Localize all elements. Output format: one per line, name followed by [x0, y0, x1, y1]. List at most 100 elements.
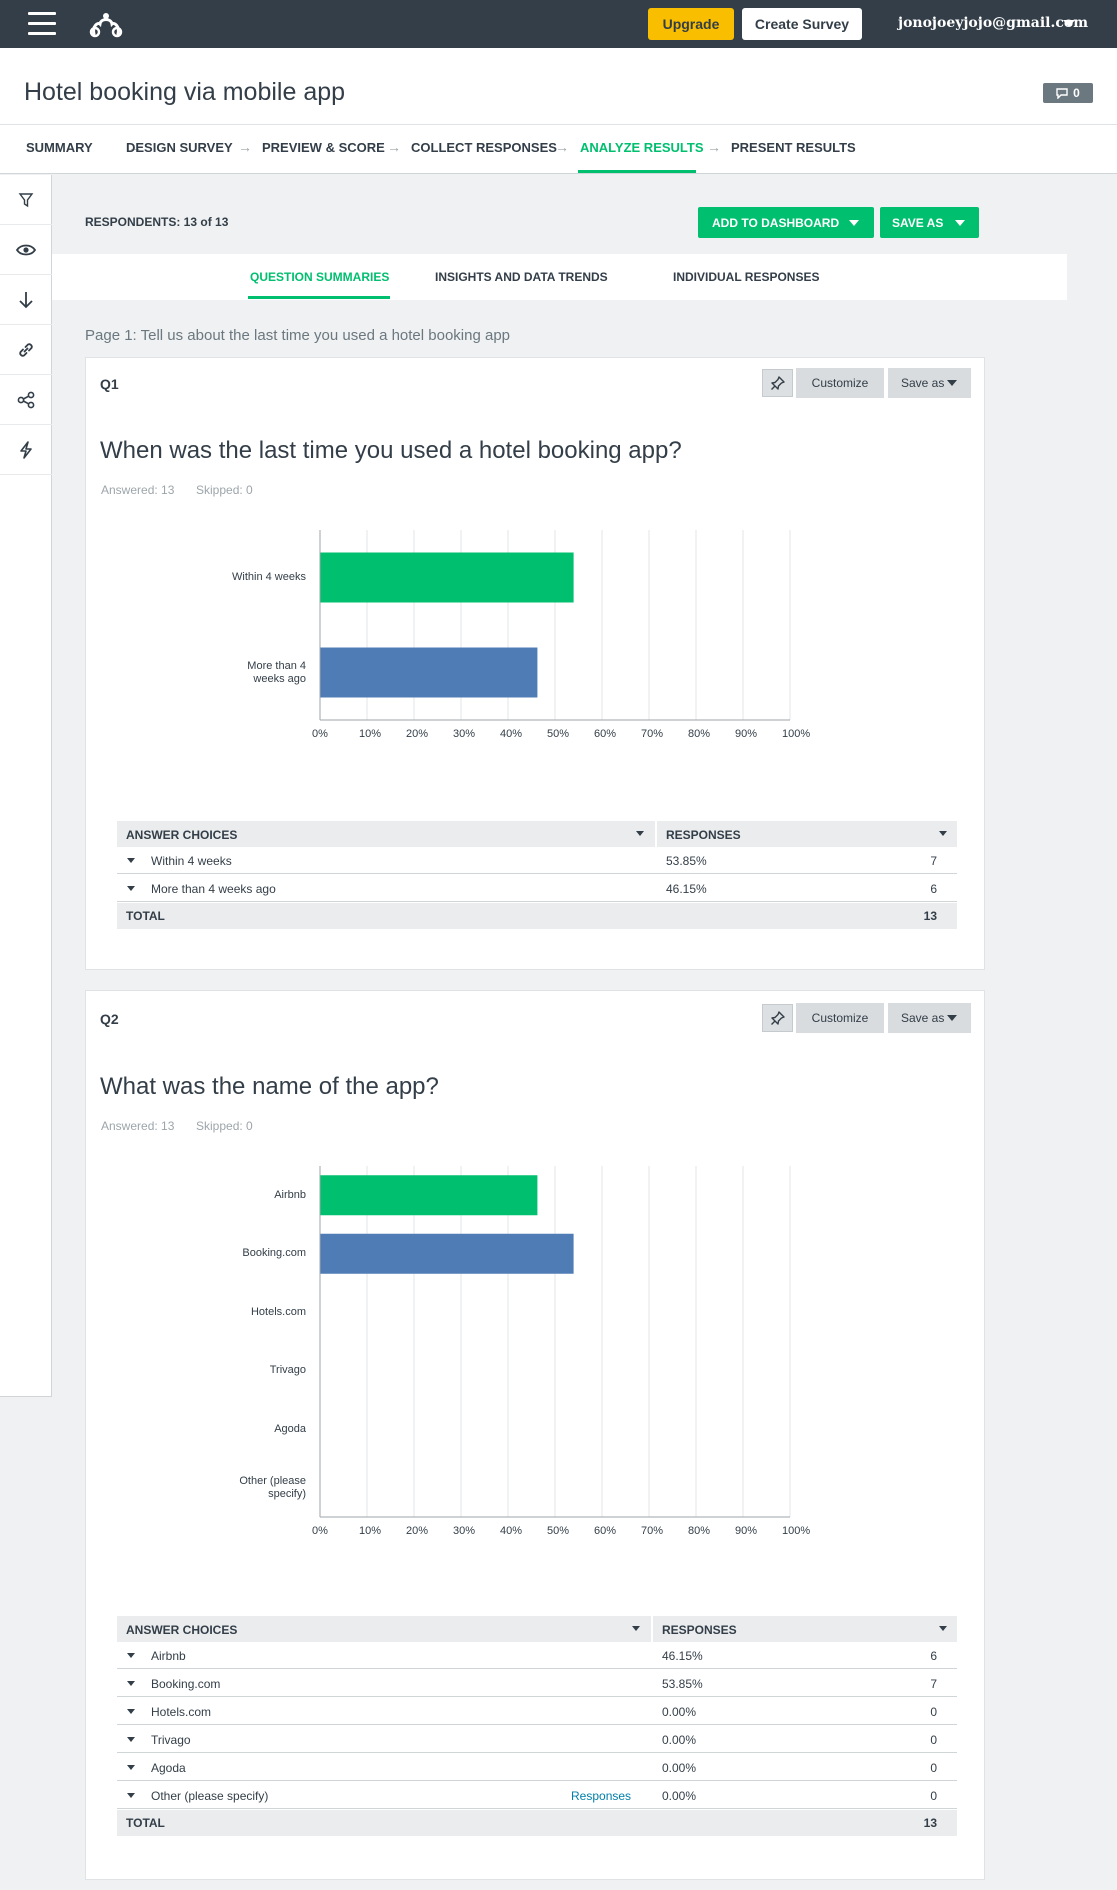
page-heading: Page 1: Tell us about the last time you … [85, 327, 511, 344]
chart-tick-label: 40% [500, 1525, 523, 1537]
chart-category-label: Trivago [269, 1364, 306, 1377]
automation-button[interactable] [0, 425, 52, 475]
tab-insights[interactable]: INSIGHTS AND DATA TRENDS [435, 270, 608, 284]
tab-individual-responses[interactable]: INDIVIDUAL RESPONSES [673, 270, 820, 284]
chart-tick-label: 80% [688, 1525, 711, 1537]
response-percent: 0.00% [662, 1733, 697, 1747]
column-header-responses[interactable]: RESPONSES [657, 821, 957, 847]
share-button[interactable] [0, 375, 52, 425]
chart-tick-label: 0% [312, 1525, 328, 1537]
response-percent: 0.00% [662, 1789, 697, 1803]
monkey-logo-icon[interactable] [86, 10, 126, 38]
answered-count: Answered: 13 [101, 483, 175, 497]
answered-count: Answered: 13 [101, 1119, 175, 1133]
response-count: 6 [930, 1649, 937, 1663]
card-save-as-button[interactable]: Save as [888, 368, 971, 398]
sort-icon[interactable] [939, 831, 947, 836]
tab-question-summaries[interactable]: QUESTION SUMMARIES [250, 270, 390, 284]
answer-choice: Other (please specify) [151, 1789, 269, 1803]
customize-button[interactable]: Customize [796, 1003, 884, 1033]
pin-button[interactable] [762, 1004, 793, 1032]
sort-icon[interactable] [632, 1626, 640, 1631]
total-count: 13 [923, 909, 937, 923]
chart-bar[interactable] [320, 647, 538, 698]
pin-button[interactable] [762, 369, 793, 397]
column-header-answer-choices[interactable]: ANSWER CHOICES [117, 821, 655, 847]
step-design-survey[interactable]: DESIGN SURVEY [126, 140, 233, 155]
tool-rail [0, 175, 52, 1397]
download-button[interactable] [0, 275, 52, 325]
table-row: Other (please specify) Responses 0.00% 0 [117, 1782, 957, 1809]
top-bar [0, 0, 1117, 48]
eye-icon [16, 244, 36, 255]
column-header-answer-choices[interactable]: ANSWER CHOICES [117, 1616, 651, 1642]
total-count: 13 [923, 1816, 937, 1830]
answer-choice: More than 4 weeks ago [151, 882, 276, 896]
table-total-row: TOTAL 13 [117, 903, 957, 929]
chart-category-label: Hotels.com [250, 1305, 306, 1318]
table-row: Within 4 weeks 53.85% 7 [117, 847, 957, 874]
chart-bar[interactable] [320, 552, 574, 603]
chart-tick-label: 50% [547, 728, 570, 740]
expand-row-icon[interactable] [127, 1681, 135, 1686]
expand-row-icon[interactable] [127, 1737, 135, 1742]
respondents-count: RESPONDENTS: 13 of 13 [85, 215, 229, 229]
responses-link[interactable]: Responses [571, 1789, 632, 1803]
chart-tick-label: 30% [453, 728, 476, 740]
step-analyze-results[interactable]: ANALYZE RESULTS [580, 140, 704, 155]
share-icon [17, 391, 35, 408]
chart-tick-label: 10% [359, 1525, 382, 1537]
step-summary[interactable]: SUMMARY [26, 140, 93, 155]
expand-row-icon[interactable] [127, 1765, 135, 1770]
step-collect-responses[interactable]: COLLECT RESPONSES [411, 140, 557, 155]
response-count: 6 [930, 882, 937, 896]
link-button[interactable] [0, 325, 52, 375]
card-save-as-label: Save as [901, 1011, 945, 1025]
arrow-right-icon: → [555, 139, 569, 155]
column-header-label: RESPONSES [662, 1623, 737, 1637]
expand-row-icon[interactable] [127, 886, 135, 891]
menu-icon[interactable] [28, 12, 56, 36]
skipped-count: Skipped: 0 [196, 483, 253, 497]
sort-icon[interactable] [939, 1626, 947, 1631]
answer-choice: Airbnb [151, 1649, 186, 1663]
comments-button[interactable]: 0 [1043, 83, 1093, 103]
chart-tick-label: 40% [500, 728, 523, 740]
lightning-icon [20, 440, 32, 459]
chart-bar[interactable] [320, 1175, 538, 1216]
chart-bar[interactable] [320, 1233, 574, 1274]
expand-row-icon[interactable] [127, 1793, 135, 1798]
table-row: Trivago 0.00% 0 [117, 1726, 957, 1753]
column-header-responses[interactable]: RESPONSES [653, 1616, 957, 1642]
table-total-row: TOTAL 13 [117, 1810, 957, 1836]
expand-row-icon[interactable] [127, 858, 135, 863]
customize-button[interactable]: Customize [796, 368, 884, 398]
pin-icon [770, 376, 785, 390]
chart-tick-label: 70% [641, 1525, 664, 1537]
create-survey-button[interactable]: Create Survey [742, 8, 862, 40]
chart-category-label: Booking.com [242, 1247, 306, 1260]
chart-tick-label: 60% [594, 1525, 617, 1537]
answer-choice: Trivago [151, 1733, 191, 1747]
table-row: Agoda 0.00% 0 [117, 1754, 957, 1781]
link-icon [19, 342, 33, 357]
save-as-button[interactable]: SAVE AS [880, 207, 979, 238]
sort-icon[interactable] [636, 831, 644, 836]
chevron-down-icon[interactable] [1063, 20, 1075, 27]
chevron-down-icon [947, 380, 957, 386]
user-menu[interactable]: jonojoeyjojo@gmail.com [898, 15, 1089, 31]
chart-tick-label: 10% [359, 728, 382, 740]
upgrade-button[interactable]: Upgrade [648, 8, 734, 40]
filter-button[interactable] [0, 175, 52, 225]
view-button[interactable] [0, 225, 52, 275]
step-preview-score[interactable]: PREVIEW & SCORE [262, 140, 385, 155]
add-to-dashboard-button[interactable]: ADD TO DASHBOARD [698, 207, 874, 238]
response-percent: 46.15% [666, 882, 707, 896]
step-present-results[interactable]: PRESENT RESULTS [731, 140, 856, 155]
chart-category-label: Airbnb [274, 1188, 306, 1201]
card-save-as-button[interactable]: Save as [888, 1003, 971, 1033]
active-tab-indicator [248, 296, 390, 299]
expand-row-icon[interactable] [127, 1653, 135, 1658]
response-percent: 53.85% [662, 1677, 703, 1691]
expand-row-icon[interactable] [127, 1709, 135, 1714]
